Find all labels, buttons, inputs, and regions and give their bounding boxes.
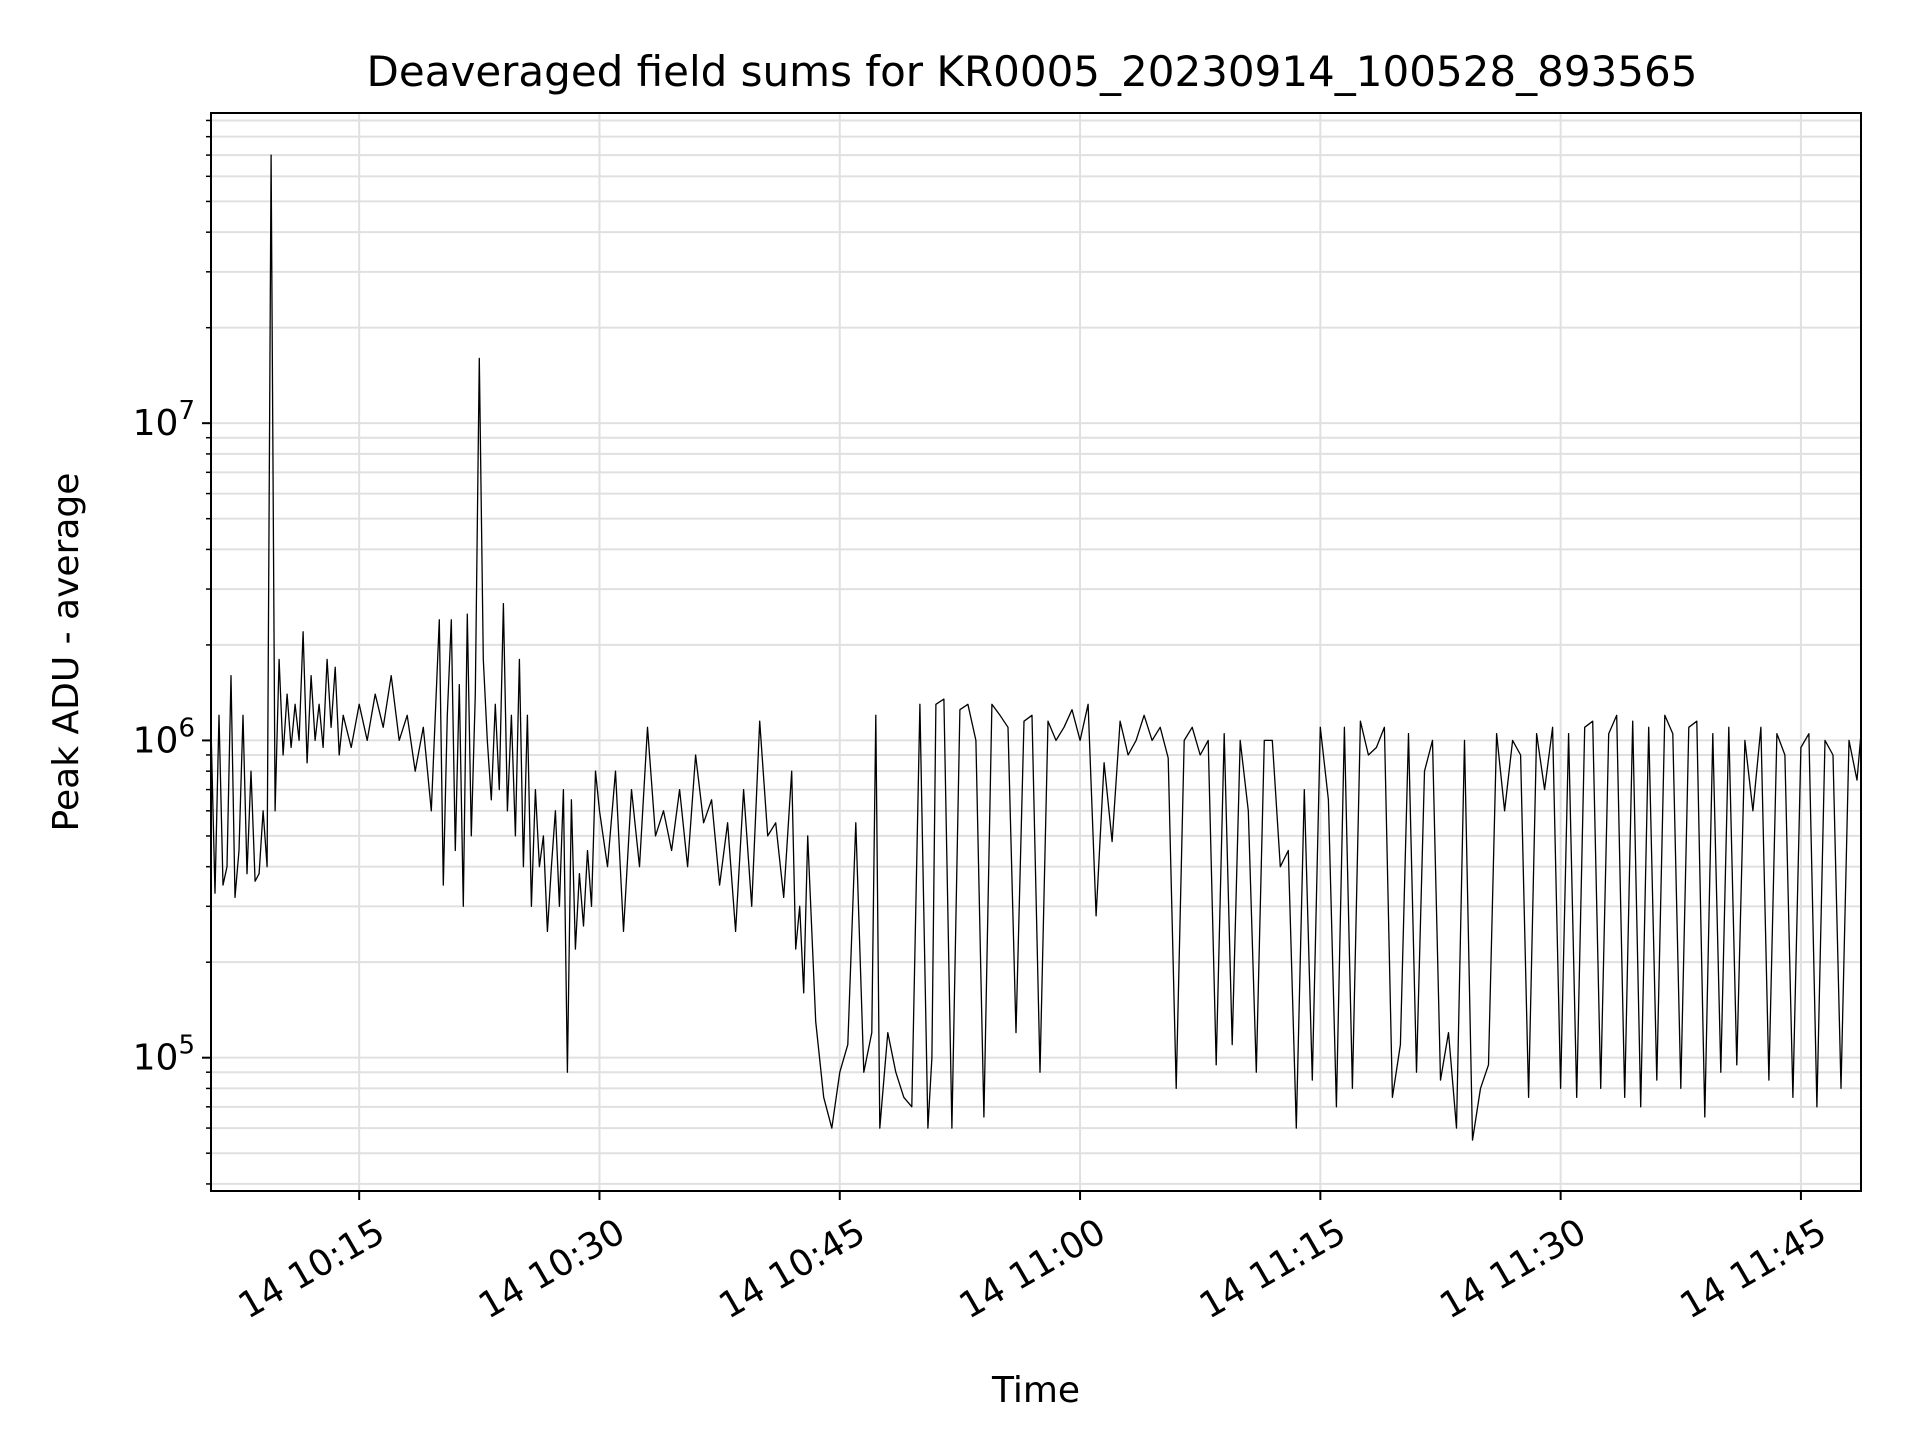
y-axis: 105 106 107 — [133, 119, 211, 1185]
y-axis-label: Peak ADU - average — [46, 473, 87, 832]
y-tick-label: 107 — [133, 396, 195, 444]
x-axis-label: Time — [991, 1370, 1080, 1411]
series-layer — [210, 154, 1862, 1141]
major-gridlines — [211, 113, 1861, 1191]
y-tick-label: 106 — [133, 713, 195, 761]
minor-gridlines — [211, 119, 1861, 1185]
series-line-0 — [210, 154, 1862, 1141]
chart-title: Deaveraged field sums for KR0005_2023091… — [367, 47, 1698, 96]
y-tick-label: 105 — [133, 1031, 195, 1079]
plot-area-frame — [210, 112, 1862, 1192]
